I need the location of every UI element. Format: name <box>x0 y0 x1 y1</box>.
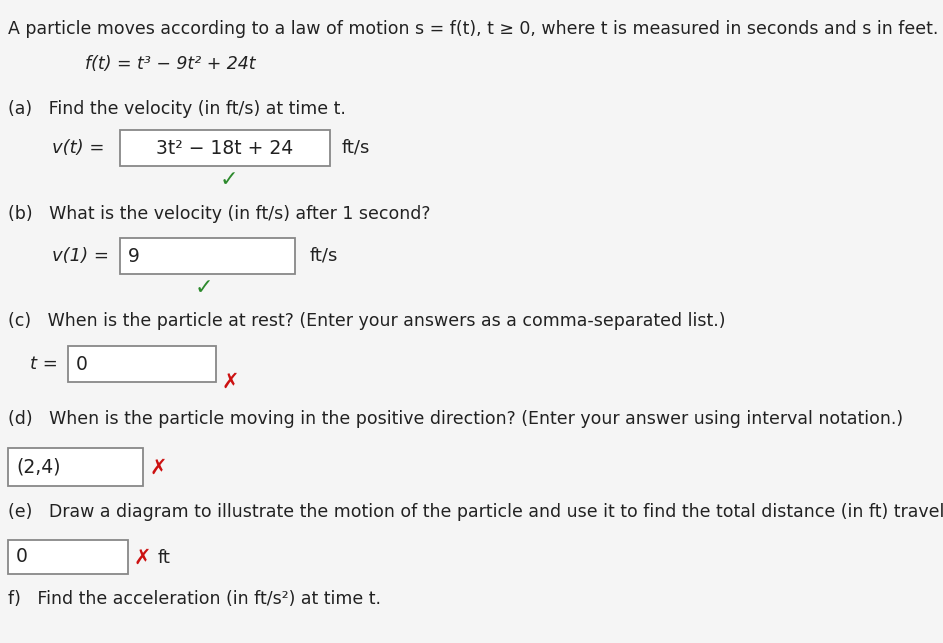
Text: (c)   When is the particle at rest? (Enter your answers as a comma-separated lis: (c) When is the particle at rest? (Enter… <box>8 312 725 330</box>
Text: 0: 0 <box>76 354 88 374</box>
Bar <box>8 540 128 574</box>
Text: ft/s: ft/s <box>310 247 339 265</box>
Text: t =: t = <box>30 355 58 373</box>
Text: (2,4): (2,4) <box>16 458 60 476</box>
Text: 3t² − 18t + 24: 3t² − 18t + 24 <box>157 138 293 158</box>
Text: A particle moves according to a law of motion s = f(t), t ≥ 0, where t is measur: A particle moves according to a law of m… <box>8 20 943 38</box>
Text: v(1) =: v(1) = <box>52 247 109 265</box>
Text: (d)   When is the particle moving in the positive direction? (Enter your answer : (d) When is the particle moving in the p… <box>8 410 903 428</box>
Text: ✗: ✗ <box>150 458 168 478</box>
Bar <box>120 238 295 274</box>
Text: ✓: ✓ <box>220 170 239 190</box>
Text: 0: 0 <box>16 547 28 566</box>
Text: ft/s: ft/s <box>342 139 371 157</box>
Text: ✗: ✗ <box>134 548 152 568</box>
Bar <box>120 130 330 166</box>
Text: (b)   What is the velocity (in ft/s) after 1 second?: (b) What is the velocity (in ft/s) after… <box>8 205 431 223</box>
Bar <box>8 448 143 486</box>
Text: f)   Find the acceleration (in ft/s²) at time t.: f) Find the acceleration (in ft/s²) at t… <box>8 590 381 608</box>
Text: (a)   Find the velocity (in ft/s) at time t.: (a) Find the velocity (in ft/s) at time … <box>8 100 346 118</box>
Text: ✓: ✓ <box>195 278 214 298</box>
Text: 9: 9 <box>128 246 140 266</box>
Bar <box>68 346 216 382</box>
Text: ft: ft <box>158 549 171 567</box>
Text: v(t) =: v(t) = <box>52 139 105 157</box>
Text: (e)   Draw a diagram to illustrate the motion of the particle and use it to find: (e) Draw a diagram to illustrate the mot… <box>8 503 943 521</box>
Text: ✗: ✗ <box>222 372 240 392</box>
Text: f(t) = t³ − 9t² + 24t: f(t) = t³ − 9t² + 24t <box>85 55 256 73</box>
